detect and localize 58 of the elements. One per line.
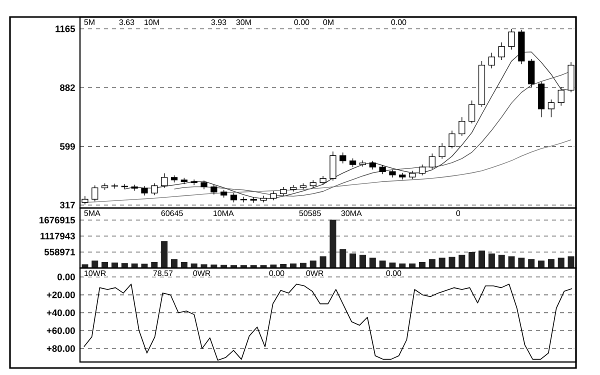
y-tick-label: +60.00 [46,327,75,334]
y-tick-label: 317 [60,202,75,208]
candlestick [340,152,346,164]
candlestick [508,28,515,50]
candlestick [428,153,436,170]
candlestick [418,164,426,176]
candlestick [230,192,238,203]
annotation: 0WR [193,270,210,276]
annotation: 0.00 [386,270,402,276]
candlestick [548,99,555,118]
y-tick-label: 558971 [44,248,76,256]
annotation: 78.57 [153,270,173,276]
candlestick [131,184,138,192]
annotation: 30MA [341,210,362,216]
annotation: 0.00 [294,19,310,26]
y-tick-label: +80.00 [46,345,75,352]
candlestick [260,195,267,203]
annotation: 0M [323,19,334,26]
y-tick-label: 882 [60,84,75,91]
candlestick [161,172,168,188]
candlestick [438,142,446,160]
candlestick [141,186,148,196]
candlestick [151,182,158,196]
annotation: 0WR [306,270,324,276]
candlestick [468,100,476,124]
candlestick [528,58,535,88]
candlestick [498,42,505,60]
candlestick [379,164,386,174]
annotation: 10MA [214,210,234,216]
y-tick-label: 0.00 [58,274,75,280]
annotation: 30M [236,19,251,26]
annotation: 0.00 [269,270,284,276]
y-tick-label: 599 [60,143,75,150]
annotation: 5M [84,19,94,26]
candlestick [210,184,218,195]
y-tick-label: 1676915 [40,216,76,224]
annotation: 10WR [84,270,106,276]
candlestick [92,185,98,202]
annotation: 0.00 [391,19,406,26]
candlestick [270,190,277,201]
y-tick-label: 1165 [56,26,76,32]
annotation: 3.63 [119,19,134,26]
y-tick-label: +40.00 [46,309,75,316]
candlestick [448,130,456,149]
annotation: 10M [144,19,159,26]
candlestick [488,52,495,69]
annotation: 50585 [299,210,321,216]
y-tick-label: 1117943 [40,232,75,240]
annotation: 60645 [161,210,183,216]
candlestick [190,179,198,186]
candlestick [330,151,336,181]
y-tick-label: +20.00 [46,292,75,298]
annotation: 0 [456,210,460,216]
candlestick [558,86,564,106]
candlestick [82,196,88,205]
candlestick [458,116,466,136]
annotation: 3.93 [211,19,226,26]
annotation: 5MA [84,210,100,216]
